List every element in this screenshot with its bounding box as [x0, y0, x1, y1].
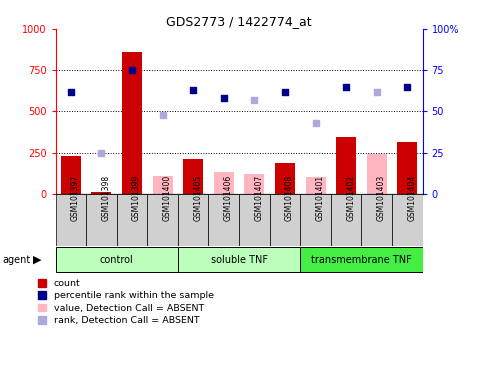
Text: GSM101399: GSM101399	[132, 175, 141, 221]
Bar	[361, 194, 392, 246]
Bar	[392, 194, 423, 246]
Text: GSM101398: GSM101398	[101, 175, 111, 221]
Legend: count, percentile rank within the sample, value, Detection Call = ABSENT, rank, : count, percentile rank within the sample…	[34, 275, 217, 329]
Bar	[331, 194, 361, 246]
Text: soluble TNF: soluble TNF	[211, 255, 268, 265]
Point	[312, 120, 319, 126]
Bar	[61, 156, 81, 194]
Text: GSM101407: GSM101407	[255, 175, 263, 221]
Text: GSM101405: GSM101405	[193, 175, 202, 221]
Text: GSM101402: GSM101402	[346, 175, 355, 221]
Bar	[183, 159, 203, 194]
Text: transmembrane TNF: transmembrane TNF	[311, 255, 412, 265]
Text: ▶: ▶	[33, 255, 42, 265]
Bar	[86, 194, 117, 246]
Point	[189, 87, 197, 93]
Bar	[178, 194, 209, 246]
Bar	[306, 177, 326, 194]
Bar	[244, 174, 264, 194]
Bar	[178, 247, 300, 272]
Point	[403, 84, 411, 90]
Bar	[56, 194, 86, 246]
Text: GSM101400: GSM101400	[163, 175, 171, 221]
Title: GDS2773 / 1422774_at: GDS2773 / 1422774_at	[166, 15, 312, 28]
Bar	[147, 194, 178, 246]
Point	[128, 67, 136, 73]
Bar	[122, 52, 142, 194]
Bar	[300, 247, 423, 272]
Bar	[91, 192, 112, 194]
Point	[98, 149, 105, 156]
Text: control: control	[100, 255, 134, 265]
Point	[251, 97, 258, 103]
Bar	[56, 247, 178, 272]
Bar	[239, 194, 270, 246]
Text: agent: agent	[2, 255, 30, 265]
Bar	[300, 194, 331, 246]
Text: GSM101397: GSM101397	[71, 175, 80, 221]
Bar	[398, 142, 417, 194]
Point	[342, 84, 350, 90]
Point	[220, 95, 227, 101]
Point	[373, 88, 381, 94]
Text: GSM101408: GSM101408	[285, 175, 294, 221]
Text: GSM101404: GSM101404	[407, 175, 416, 221]
Text: GSM101406: GSM101406	[224, 175, 233, 221]
Bar	[270, 194, 300, 246]
Bar	[275, 163, 295, 194]
Bar	[153, 176, 172, 194]
Bar	[336, 137, 356, 194]
Point	[281, 88, 289, 94]
Bar	[214, 172, 234, 194]
Bar	[117, 194, 147, 246]
Text: GSM101401: GSM101401	[315, 175, 325, 221]
Point	[159, 112, 167, 118]
Point	[67, 88, 75, 94]
Bar	[367, 154, 387, 194]
Bar	[209, 194, 239, 246]
Text: GSM101403: GSM101403	[377, 175, 386, 221]
